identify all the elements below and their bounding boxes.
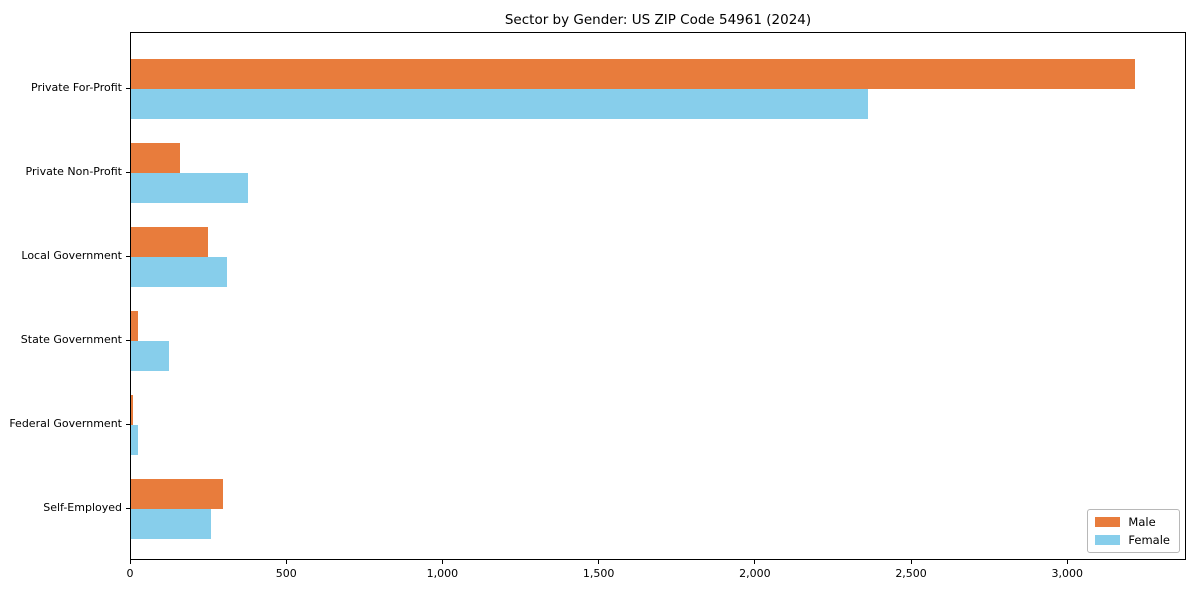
bar-male-1 bbox=[131, 143, 181, 173]
x-tick-label: 2,000 bbox=[739, 567, 771, 580]
plot-area: Male Female bbox=[130, 32, 1186, 560]
legend-label-female: Female bbox=[1128, 533, 1170, 547]
x-tick-mark bbox=[129, 560, 131, 564]
x-tick-label: 3,000 bbox=[1051, 567, 1084, 580]
legend-entry-male: Male bbox=[1095, 515, 1170, 529]
y-tick-label: Self-Employed bbox=[43, 501, 122, 514]
x-tick-label: 2,500 bbox=[895, 567, 927, 580]
female-swatch bbox=[1095, 535, 1121, 545]
bar-female-4 bbox=[131, 425, 139, 455]
y-tick-label: Local Government bbox=[21, 249, 122, 262]
y-tick-mark bbox=[126, 339, 130, 341]
y-tick-label: State Government bbox=[20, 333, 122, 346]
bar-female-5 bbox=[131, 509, 211, 539]
y-tick-mark bbox=[126, 171, 130, 173]
y-tick-mark bbox=[126, 255, 130, 257]
x-tick-mark bbox=[598, 560, 600, 564]
x-tick-mark bbox=[285, 560, 287, 564]
y-tick-label: Federal Government bbox=[9, 417, 122, 430]
y-tick-mark bbox=[126, 87, 130, 89]
x-tick-mark bbox=[1066, 560, 1068, 564]
x-tick-label: 0 bbox=[126, 567, 134, 580]
legend: Male Female bbox=[1087, 509, 1180, 553]
y-tick-label: Private For-Profit bbox=[31, 81, 122, 94]
bar-male-4 bbox=[131, 395, 134, 425]
x-tick-mark bbox=[910, 560, 912, 564]
bar-female-2 bbox=[131, 257, 227, 287]
bar-male-2 bbox=[131, 227, 208, 257]
bar-male-3 bbox=[131, 311, 138, 341]
male-swatch bbox=[1095, 517, 1121, 527]
bar-female-0 bbox=[131, 89, 869, 119]
x-tick-label: 1,500 bbox=[582, 567, 615, 580]
x-tick-mark bbox=[754, 560, 756, 564]
y-tick-mark bbox=[126, 423, 130, 425]
bar-female-3 bbox=[131, 341, 170, 371]
x-tick-label: 500 bbox=[275, 567, 297, 580]
x-tick-label: 1,000 bbox=[426, 567, 459, 580]
legend-entry-female: Female bbox=[1095, 533, 1170, 547]
bar-male-0 bbox=[131, 59, 1136, 89]
y-tick-mark bbox=[126, 507, 130, 509]
chart-title: Sector by Gender: US ZIP Code 54961 (202… bbox=[504, 12, 812, 28]
bar-male-5 bbox=[131, 479, 223, 509]
x-tick-mark bbox=[441, 560, 443, 564]
y-tick-label: Private Non-Profit bbox=[25, 165, 122, 178]
bar-female-1 bbox=[131, 173, 249, 203]
legend-label-male: Male bbox=[1128, 515, 1156, 529]
